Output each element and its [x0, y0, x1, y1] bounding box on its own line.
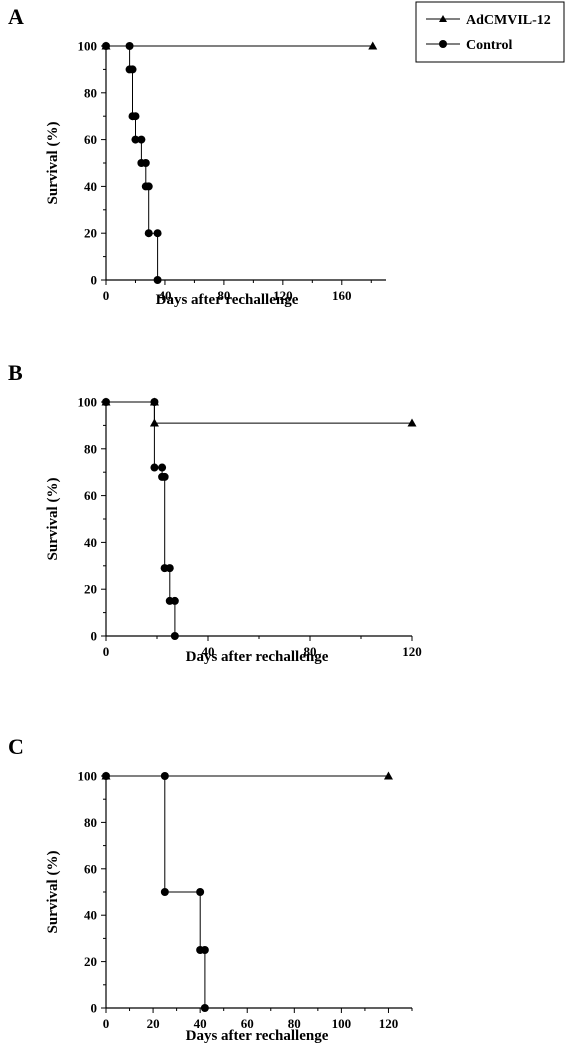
- data-point-control: [141, 159, 150, 167]
- data-point-control: [160, 888, 169, 896]
- legend: AdCMVIL-12 Control: [415, 1, 565, 63]
- y-tick-label: 20: [84, 226, 97, 241]
- y-axis-label: Survival (%): [45, 122, 61, 205]
- y-tick-label: 80: [84, 441, 97, 456]
- y-axis-label: Survival (%): [45, 851, 61, 934]
- x-tick-label: 60: [241, 1016, 254, 1031]
- legend-label-control: Control: [466, 38, 513, 53]
- y-tick-label: 60: [84, 132, 97, 147]
- y-tick-label: 0: [91, 629, 98, 644]
- y-tick-label: 40: [84, 908, 97, 923]
- x-tick-label: 40: [202, 644, 215, 659]
- panel-a: A 0 20 40 60 80 100 0 40 80 120 160 Days after recha…: [8, 4, 386, 308]
- data-point-control: [165, 564, 174, 573]
- data-point-control: [125, 42, 134, 50]
- panel-letter: A: [8, 4, 24, 29]
- panel-letter: C: [8, 734, 24, 759]
- x-axis-label: Days after rechallenge: [156, 292, 299, 308]
- series-line-control: [106, 45, 159, 280]
- data-point-control: [137, 135, 146, 144]
- x-tick-label: 80: [217, 288, 230, 303]
- data-point-control: [158, 463, 167, 472]
- x-tick-label: 0: [103, 1016, 110, 1031]
- x-axis-label: Days after rechallenge: [186, 649, 329, 665]
- legend-entry-control: Control: [426, 38, 513, 53]
- y-tick-label: 0: [91, 1001, 98, 1016]
- panels: A 0 20 40 60 80 100 0 40 80 120 160 Days after recha…: [8, 4, 422, 1044]
- data-point-control: [160, 772, 169, 780]
- data-point-control: [131, 112, 140, 121]
- data-point-control: [131, 135, 140, 144]
- data-point-adcmvil12: [368, 41, 378, 50]
- x-tick-label: 0: [103, 288, 110, 303]
- y-tick-label: 20: [84, 582, 97, 597]
- x-tick-label: 80: [304, 644, 317, 659]
- x-tick-label: 0: [103, 644, 110, 659]
- y-tick-label: 80: [84, 85, 97, 100]
- panel-c: C 0 20 40 60 80 100 0 20 40 60 80 100 120 Days after r…: [8, 734, 413, 1044]
- data-point-control: [150, 463, 159, 472]
- y-tick-label: 40: [84, 179, 97, 194]
- data-point-control: [102, 398, 110, 406]
- y-tick-label: 20: [84, 954, 97, 969]
- series-line-control: [106, 775, 206, 1008]
- x-tick-label: 40: [194, 1016, 207, 1031]
- y-tick-label: 80: [84, 815, 97, 830]
- y-tick-label: 60: [84, 488, 97, 503]
- legend-entry-adcmvil12: AdCMVIL-12: [426, 13, 551, 28]
- data-point-control: [150, 398, 159, 406]
- y-axis-label: Survival (%): [45, 478, 61, 561]
- data-point-control: [196, 888, 205, 896]
- y-tick-label: 100: [78, 39, 98, 54]
- data-point-adcmvil12: [383, 771, 393, 780]
- x-tick-label: 80: [288, 1016, 301, 1031]
- circle-marker-icon: [439, 40, 447, 48]
- data-point-control: [153, 229, 162, 238]
- y-tick-label: 40: [84, 535, 97, 550]
- x-tick-label: 120: [402, 644, 422, 659]
- x-axis-label: Days after rechallenge: [186, 1028, 329, 1044]
- data-point-control: [102, 772, 110, 780]
- data-point-adcmvil12: [407, 418, 417, 427]
- x-tick-label: 20: [147, 1016, 160, 1031]
- data-point-control: [170, 632, 179, 640]
- data-point-control: [144, 229, 153, 238]
- panel-b: B 0 20 40 60 80 100 0 40 80 120 Days after rechalle…: [8, 360, 422, 665]
- data-point-control: [200, 1004, 209, 1012]
- y-tick-label: 100: [78, 769, 98, 784]
- data-point-control: [128, 65, 137, 74]
- legend-label-adcmvil12: AdCMVIL-12: [466, 13, 551, 28]
- y-tick-label: 0: [91, 273, 98, 288]
- x-tick-label: 120: [273, 288, 293, 303]
- triangle-marker-icon: [439, 15, 447, 22]
- data-point-control: [200, 946, 209, 954]
- x-tick-label: 100: [332, 1016, 352, 1031]
- y-tick-label: 60: [84, 861, 97, 876]
- data-point-control: [170, 596, 179, 605]
- data-point-control: [153, 276, 162, 284]
- panel-letter: B: [8, 360, 23, 385]
- x-tick-label: 160: [332, 288, 352, 303]
- x-tick-label: 120: [379, 1016, 399, 1031]
- data-point-control: [160, 472, 169, 481]
- data-point-control: [144, 182, 153, 191]
- series-line-control: [106, 401, 176, 636]
- data-point-control: [102, 42, 110, 50]
- y-tick-label: 100: [78, 395, 98, 410]
- x-tick-label: 40: [158, 288, 171, 303]
- legend-box: [415, 1, 565, 63]
